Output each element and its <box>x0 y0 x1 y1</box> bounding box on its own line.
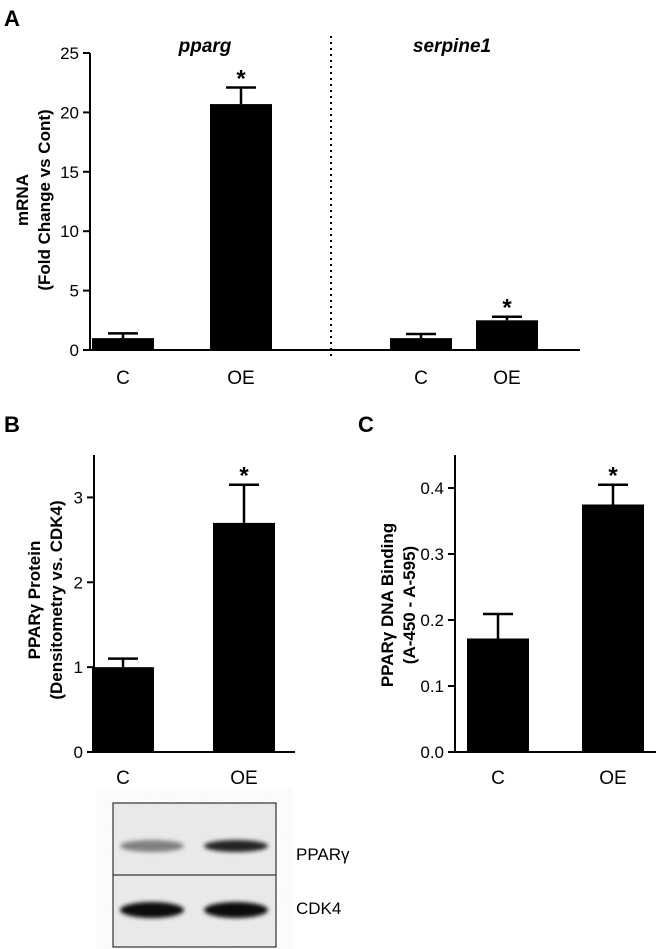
bar-oe <box>213 522 275 752</box>
x-category-label: OE <box>227 368 254 389</box>
y-tick-label: 3 <box>74 488 83 507</box>
blot-band <box>204 902 268 918</box>
panel-letter-a: A <box>4 6 20 31</box>
bar-c <box>390 338 452 350</box>
significance-star: * <box>236 65 246 92</box>
panel-letter-c: C <box>358 412 374 437</box>
y-tick-label: 0.3 <box>420 545 444 564</box>
y-axis-label-a-line2: (Fold Change vs Cont) <box>35 109 54 290</box>
y-tick-label: 0.4 <box>420 479 444 498</box>
y-axis-label-a-line1: mRNA <box>13 174 32 226</box>
bar-oe <box>582 504 644 752</box>
bar-oe <box>210 104 272 350</box>
y-tick-label: 0 <box>74 743 83 762</box>
bar-oe <box>476 320 538 350</box>
blot-texture <box>113 803 276 947</box>
x-category-label: C <box>116 768 130 789</box>
bar-c <box>92 667 154 752</box>
x-category-label: C <box>491 768 505 789</box>
y-tick-label: 0.2 <box>420 611 444 630</box>
y-axis-label-c-line2: (A-450 - A-595) <box>400 546 419 664</box>
y-axis-label-b-line2: (Densitometry vs. CDK4) <box>47 500 66 699</box>
x-category-label: C <box>414 368 428 389</box>
blot-band <box>204 840 268 852</box>
blot-band <box>120 902 184 918</box>
significance-star: * <box>239 463 249 490</box>
y-tick-label: 0.1 <box>420 677 444 696</box>
y-tick-label: 2 <box>74 573 83 592</box>
panel-b-chart: 0 1 2 3 C OE * PPARγ Protein (Densitometry vs… <box>25 455 295 789</box>
x-category-label: C <box>116 368 130 389</box>
y-axis-label-c-line1: PPARγ DNA Binding <box>378 523 397 687</box>
western-blot: PPARγ CDK4 <box>112 802 350 948</box>
significance-star: * <box>608 463 618 490</box>
y-tick-label: 1 <box>74 658 83 677</box>
y-axis-label-b-line1: PPARγ Protein <box>25 541 44 660</box>
blot-label-cdk4: CDK4 <box>296 899 341 918</box>
y-tick-label: 25 <box>60 44 79 63</box>
y-tick-label: 5 <box>70 282 79 301</box>
y-tick-label: 15 <box>60 163 79 182</box>
x-category-label: OE <box>493 368 520 389</box>
panel-letter-b: B <box>4 412 20 437</box>
bar-c <box>92 338 154 350</box>
blot-label-ppar: PPARγ <box>296 845 350 864</box>
bar-c <box>467 638 529 752</box>
y-tick-label: 10 <box>60 222 79 241</box>
gene-label-serpine1: serpine1 <box>413 36 491 57</box>
significance-star: * <box>502 295 512 322</box>
gene-label-pparg: pparg <box>178 36 232 57</box>
y-tick-label: 20 <box>60 103 79 122</box>
x-category-label: OE <box>230 768 257 789</box>
panel-c-chart: 0.0 0.1 0.2 0.3 0.4 C OE * PPARγ DNA Binding (… <box>378 455 656 789</box>
y-tick-label: 0 <box>70 341 79 360</box>
blot-band <box>120 840 184 852</box>
y-tick-label: 0.0 <box>420 743 444 762</box>
x-category-label: OE <box>599 768 626 789</box>
